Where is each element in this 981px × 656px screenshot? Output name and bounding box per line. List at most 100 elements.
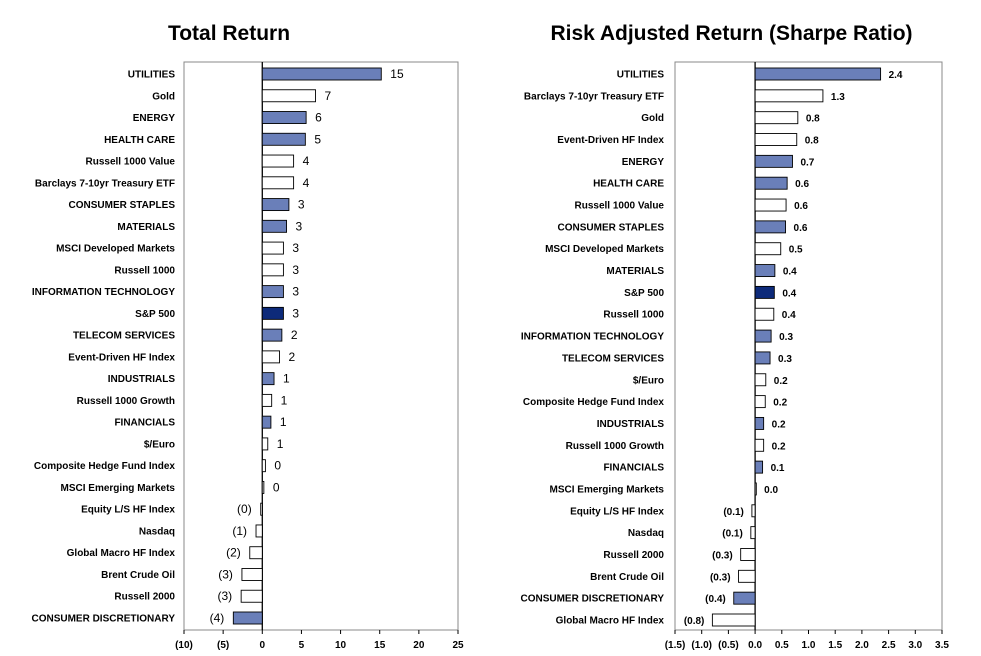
bar — [754, 154, 793, 168]
data-label: 3 — [298, 198, 305, 212]
bar — [751, 504, 756, 518]
bar — [261, 437, 269, 451]
category-label: MATERIALS — [606, 266, 664, 277]
category-label: ENERGY — [622, 157, 665, 168]
bar — [241, 568, 263, 581]
category-label: UTILITIES — [617, 70, 665, 81]
data-label: (4) — [210, 611, 225, 625]
category-label: Gold — [641, 113, 664, 124]
bar — [754, 176, 788, 190]
data-label: 2 — [289, 350, 296, 364]
data-label: (0.4) — [705, 594, 726, 605]
bar — [750, 526, 756, 540]
category-label: MSCI Emerging Markets — [550, 484, 665, 495]
bar — [261, 176, 295, 190]
category-label: $/Euro — [144, 439, 175, 450]
category-label: HEALTH CARE — [593, 179, 664, 190]
data-label: 15 — [390, 67, 404, 81]
plot-frame — [674, 61, 943, 631]
data-label: 0.8 — [805, 136, 819, 147]
category-label: Event-Driven HF Index — [557, 135, 664, 146]
bar — [255, 524, 263, 538]
bar — [249, 546, 263, 560]
category-label: Russell 1000 — [114, 265, 175, 276]
bar — [754, 307, 775, 321]
x-tick-label: 2.0 — [855, 640, 869, 651]
data-label: 0.3 — [779, 332, 793, 343]
category-label: TELECOM SERVICES — [562, 353, 664, 364]
category-label: Barclays 7-10yr Treasury ETF — [35, 178, 175, 189]
data-label: 1.3 — [831, 92, 845, 103]
data-label: (0.3) — [712, 550, 733, 561]
category-label: Russell 1000 Growth — [77, 396, 175, 407]
category-label: Russell 2000 — [603, 550, 664, 561]
category-label: ENERGY — [133, 113, 176, 124]
category-label: UTILITIES — [128, 70, 176, 81]
chart-title: Total Return — [167, 22, 291, 45]
category-label: Russell 2000 — [114, 592, 175, 603]
data-label: (3) — [218, 567, 233, 581]
data-label: (0.1) — [722, 529, 743, 540]
x-tick-label: 5 — [299, 640, 305, 651]
x-tick-label: 15 — [374, 640, 386, 651]
category-label: Global Macro HF Index — [67, 548, 176, 559]
x-tick-label: 25 — [452, 640, 464, 651]
category-label: MATERIALS — [117, 222, 175, 233]
data-label: (0.1) — [723, 507, 744, 518]
data-label: 1 — [280, 415, 287, 429]
data-label: 0.7 — [800, 157, 814, 168]
category-label: Brent Crude Oil — [590, 572, 664, 583]
bar — [261, 285, 284, 299]
bar — [261, 393, 273, 407]
x-tick-label: 3.5 — [935, 640, 949, 651]
bar — [754, 438, 765, 452]
data-label: 0.4 — [782, 310, 796, 321]
bar — [711, 613, 756, 627]
x-tick-label: 20 — [413, 640, 425, 651]
category-label: Global Macro HF Index — [556, 616, 665, 627]
category-label: Russell 1000 Growth — [566, 441, 664, 452]
bar — [261, 241, 284, 255]
bar — [261, 263, 284, 277]
x-tick-label: (1.0) — [691, 640, 712, 651]
data-label: 2 — [291, 328, 298, 342]
bar — [754, 198, 787, 212]
data-label: 0.2 — [772, 419, 786, 430]
category-label: INDUSTRIALS — [108, 374, 176, 385]
category-label: INFORMATION TECHNOLOGY — [521, 332, 664, 343]
sharpe-ratio-chart: (1.5) (1.0) (0.5) 0.0 0.5 1.0 1.5 2.0 2.5 3.0 3.5 U… — [520, 61, 949, 651]
data-label: 0.4 — [782, 288, 796, 299]
bar — [754, 416, 765, 430]
bar — [261, 154, 295, 168]
data-label: 0.5 — [789, 245, 803, 256]
category-label: Event-Driven HF Index — [68, 352, 175, 363]
category-label: Nasdaq — [139, 526, 175, 537]
data-label: 3 — [292, 306, 299, 320]
data-label: 4 — [303, 154, 310, 168]
category-label: Composite Hedge Fund Index — [523, 397, 665, 408]
data-label: (0.3) — [710, 572, 731, 583]
category-label: Russell 1000 Value — [574, 201, 664, 212]
x-tick-label: 10 — [335, 640, 347, 651]
bar — [754, 242, 782, 256]
bar — [754, 373, 767, 387]
bar — [754, 111, 799, 125]
bar — [754, 395, 766, 409]
category-label: S&P 500 — [624, 288, 664, 299]
bar — [261, 219, 288, 233]
x-tick-label: 1.0 — [802, 640, 816, 651]
bar — [240, 589, 263, 603]
category-label: Brent Crude Oil — [101, 570, 175, 581]
bar — [261, 198, 290, 212]
bar — [261, 89, 316, 103]
data-label: (3) — [217, 589, 232, 603]
data-label: 0 — [274, 459, 281, 473]
bar — [738, 569, 756, 583]
data-label: (1) — [232, 524, 247, 538]
data-label: 0.6 — [794, 223, 808, 234]
data-label: 3 — [292, 241, 299, 255]
chart-title: Risk Adjusted Return (Sharpe Ratio) — [550, 22, 913, 45]
bar — [261, 350, 280, 364]
data-label: 3 — [292, 285, 299, 299]
x-tick-label: 2.5 — [882, 640, 896, 651]
